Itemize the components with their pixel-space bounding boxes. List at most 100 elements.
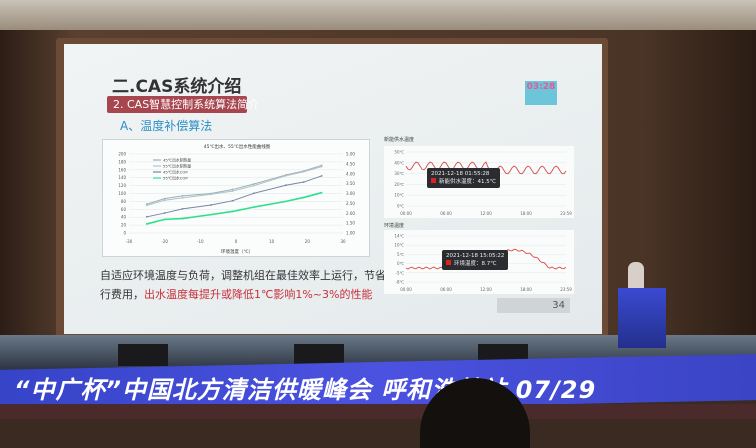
y-tick-label: -5℃ xyxy=(396,270,405,275)
y-tick-label: 0℃ xyxy=(397,261,405,266)
data-point xyxy=(252,206,255,209)
y-tick-label: 40℃ xyxy=(394,160,404,165)
x-tick-label: 18:00 xyxy=(520,287,532,292)
y-tick-label: 160 xyxy=(118,167,126,172)
data-point xyxy=(285,184,287,187)
x-tick-label: 12:00 xyxy=(480,211,492,216)
y2-tick-label: 4.00 xyxy=(346,171,355,176)
data-point xyxy=(210,213,212,216)
slide-title: 二.CAS系统介绍 xyxy=(112,77,242,97)
y-tick-label: 10℃ xyxy=(394,193,404,198)
x-tick-label: 0 xyxy=(235,239,238,244)
data-point xyxy=(285,174,287,177)
y2-tick-label: 3.50 xyxy=(346,181,355,186)
y-tick-label: 100 xyxy=(118,191,126,196)
temperature-line xyxy=(405,161,567,175)
data-point xyxy=(181,194,184,197)
data-point xyxy=(320,191,323,194)
y2-tick-label: 1.50 xyxy=(346,221,355,226)
lectern xyxy=(618,288,666,348)
x-tick-label: 06:00 xyxy=(440,211,452,216)
y2-tick-label: 1.00 xyxy=(346,231,355,236)
slide-body-text: 自适应环境温度与负荷，调整机组在最佳效率上运行，节省运 行费用，出水温度每提升或… xyxy=(100,266,400,304)
data-point xyxy=(231,188,234,191)
x-axis-label: 环境温度（℃） xyxy=(221,248,253,255)
legend-label: 55℃出水COP xyxy=(163,176,188,181)
performance-chart-svg: 45℃出水、55℃出水性能曲线图020406080100120140160180… xyxy=(118,143,355,255)
subsection-title: A、温度补偿算法 xyxy=(120,119,213,133)
y2-tick-label: 2.00 xyxy=(346,211,355,216)
y-tick-label: 50℃ xyxy=(394,150,404,155)
y-tick-label: 0 xyxy=(123,231,126,236)
y-tick-label: 140 xyxy=(118,175,126,180)
data-point xyxy=(252,184,255,187)
x-tick-label: 18:00 xyxy=(520,211,532,216)
stage-monitor xyxy=(118,344,168,366)
page-number: 34 xyxy=(497,298,570,313)
data-point xyxy=(210,193,212,196)
data-point xyxy=(181,208,184,210)
data-point xyxy=(252,192,255,195)
right-chart-2-title: 环境温度 xyxy=(384,223,405,229)
x-tick-label: 00:00 xyxy=(400,287,412,292)
y-tick-label: 60 xyxy=(121,207,127,212)
data-point xyxy=(302,181,305,183)
tooltip: 2021-12-18 15:05:22 环境温度：8.7℃ xyxy=(442,250,509,270)
x-tick-label: -30 xyxy=(126,239,133,244)
x-tick-label: 30 xyxy=(340,239,346,244)
data-point xyxy=(163,218,166,221)
y-tick-label: 40 xyxy=(121,215,127,220)
tooltip: 2021-12-18 01:55:28 新能供水温度：41.5℃ xyxy=(427,168,500,188)
x-tick-label: 12:00 xyxy=(480,287,492,292)
x-tick-label: 23:59 xyxy=(560,287,572,292)
data-point xyxy=(145,204,148,207)
y-tick-label: 5℃ xyxy=(397,252,405,257)
y-tick-label: -8℃ xyxy=(396,280,405,285)
floor xyxy=(0,404,756,419)
y2-tick-label: 3.00 xyxy=(346,191,355,196)
data-point xyxy=(302,196,305,199)
data-point xyxy=(163,212,166,214)
performance-chart: 45℃出水、55℃出水性能曲线图 0 20 40 60 80 100 120 140 160 180… xyxy=(102,139,370,257)
data-point xyxy=(302,170,305,173)
x-tick-label: 23:59 xyxy=(560,211,572,216)
data-point xyxy=(231,199,234,202)
data-point xyxy=(163,199,166,202)
legend-label: 45℃出水COP xyxy=(163,170,188,175)
event-logo: 03:28 xyxy=(525,81,557,105)
x-tick-label: 10 xyxy=(269,239,275,244)
body-line-2: 行费用， xyxy=(100,288,144,301)
data-point xyxy=(285,200,287,203)
y-tick-label: 30℃ xyxy=(394,171,404,176)
data-point xyxy=(163,197,166,200)
data-point xyxy=(181,217,184,220)
y-tick-label: 20 xyxy=(121,223,127,228)
right-chart-1-title: 新能供水温度 xyxy=(384,137,415,143)
y-tick-label: 80 xyxy=(121,199,127,204)
y2-tick-label: 5.00 xyxy=(346,152,355,157)
y-tick-label: 200 xyxy=(118,152,126,157)
data-point xyxy=(181,196,184,199)
y-tick-label: 0℃ xyxy=(397,204,405,209)
x-tick-label: 20 xyxy=(305,239,311,244)
legend-label: 55℃出水制热量 xyxy=(163,164,191,169)
y-tick-label: 10℃ xyxy=(394,243,404,248)
projected-slide: 二.CAS系统介绍 2. CAS智慧控制系统算法简介 A、温度补偿算法 03:2… xyxy=(64,44,602,334)
x-tick-label: -20 xyxy=(161,239,168,244)
y-tick-label: 120 xyxy=(118,183,126,188)
data-point xyxy=(145,223,148,225)
y-tick-label: 14℃ xyxy=(394,234,404,239)
data-point xyxy=(210,204,212,206)
y-tick-label: 20℃ xyxy=(394,182,404,187)
x-tick-label: -10 xyxy=(197,239,204,244)
y2-tick-label: 4.50 xyxy=(346,161,355,166)
stage-monitor xyxy=(294,344,344,366)
chart-title: 45℃出水、55℃出水性能曲线图 xyxy=(204,143,271,150)
body-line-1: 自适应环境温度与负荷，调整机组在最佳效率上运行，节省运 xyxy=(100,269,397,282)
x-tick-label: 06:00 xyxy=(440,287,452,292)
legend-label: 45℃出水制热量 xyxy=(163,158,191,163)
body-highlight: 出水温度每提升或降低1℃影响1%~3%的性能 xyxy=(144,288,373,301)
data-point xyxy=(231,190,234,193)
data-point xyxy=(145,215,148,218)
y-tick-label: 180 xyxy=(118,159,126,164)
